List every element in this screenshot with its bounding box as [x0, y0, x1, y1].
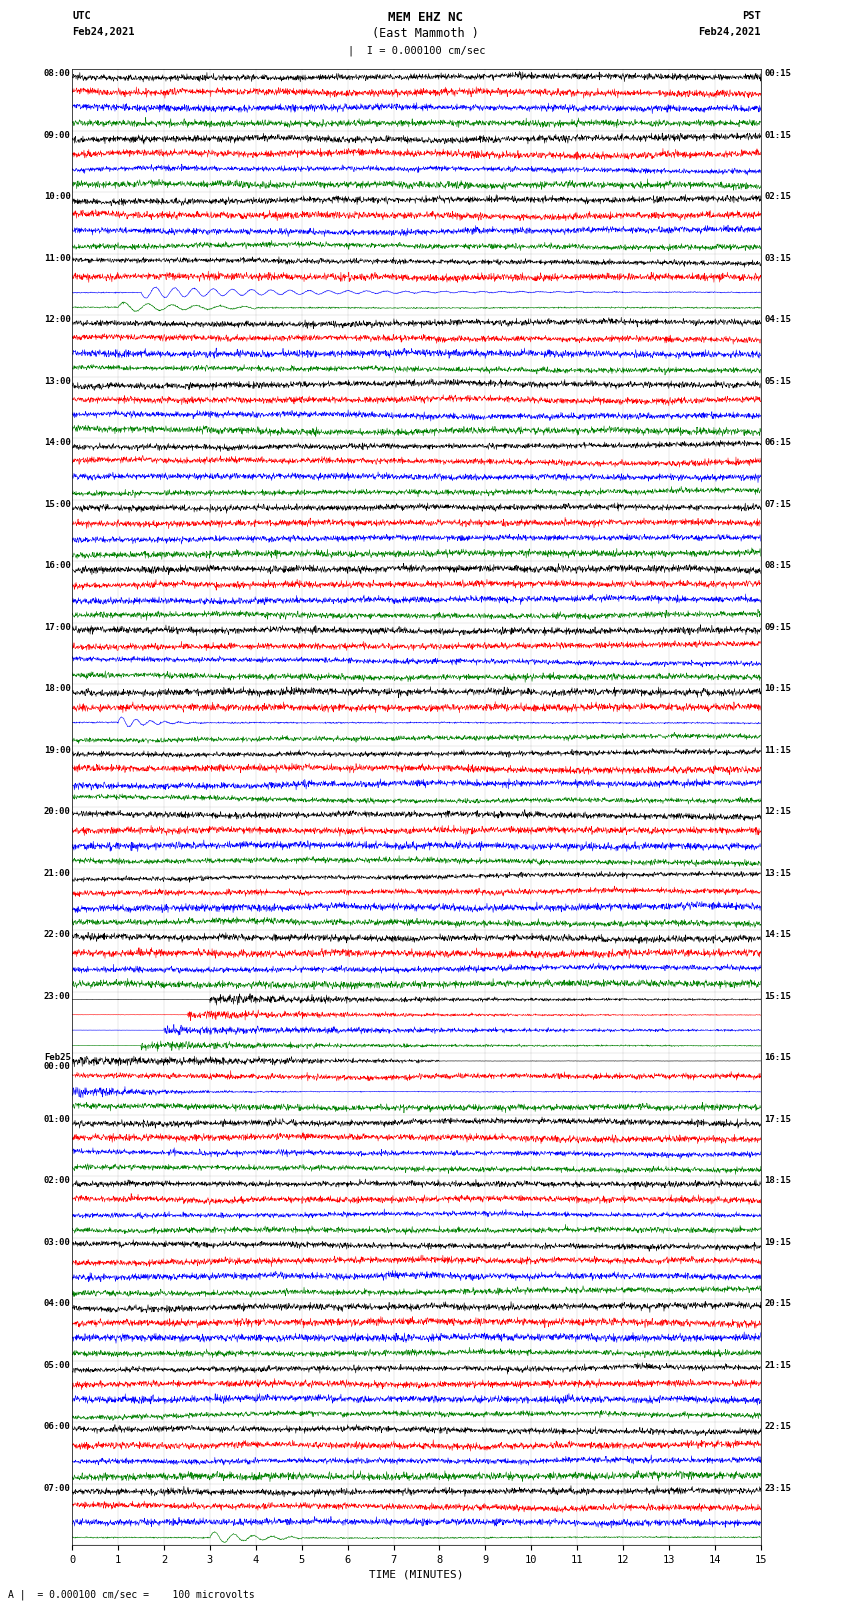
Text: 15:15: 15:15 [764, 992, 791, 1000]
Text: 08:00: 08:00 [44, 69, 71, 79]
Text: 09:00: 09:00 [44, 131, 71, 140]
Text: MEM EHZ NC: MEM EHZ NC [388, 11, 462, 24]
Text: 06:00: 06:00 [44, 1423, 71, 1431]
Text: 07:00: 07:00 [44, 1484, 71, 1492]
Text: 13:00: 13:00 [44, 377, 71, 386]
Text: 11:15: 11:15 [764, 745, 791, 755]
Text: |  I = 0.000100 cm/sec: | I = 0.000100 cm/sec [348, 45, 485, 56]
Text: 12:00: 12:00 [44, 316, 71, 324]
Text: 12:15: 12:15 [764, 808, 791, 816]
Text: 11:00: 11:00 [44, 253, 71, 263]
Text: 22:15: 22:15 [764, 1423, 791, 1431]
Text: 13:15: 13:15 [764, 869, 791, 877]
Text: 23:00: 23:00 [44, 992, 71, 1000]
Text: 18:15: 18:15 [764, 1176, 791, 1186]
Text: 06:15: 06:15 [764, 439, 791, 447]
Text: UTC: UTC [72, 11, 91, 21]
Text: 21:00: 21:00 [44, 869, 71, 877]
Text: 09:15: 09:15 [764, 623, 791, 632]
Text: 17:00: 17:00 [44, 623, 71, 632]
Text: 17:15: 17:15 [764, 1115, 791, 1124]
Text: 08:15: 08:15 [764, 561, 791, 571]
Text: 02:15: 02:15 [764, 192, 791, 202]
Text: 03:00: 03:00 [44, 1237, 71, 1247]
Text: 22:00: 22:00 [44, 931, 71, 939]
Text: PST: PST [742, 11, 761, 21]
Text: 21:15: 21:15 [764, 1361, 791, 1369]
Text: Feb25
00:00: Feb25 00:00 [44, 1053, 71, 1071]
Text: 19:15: 19:15 [764, 1237, 791, 1247]
Text: 03:15: 03:15 [764, 253, 791, 263]
Text: Feb24,2021: Feb24,2021 [72, 27, 135, 37]
Text: 15:00: 15:00 [44, 500, 71, 508]
Text: 10:00: 10:00 [44, 192, 71, 202]
Text: 05:00: 05:00 [44, 1361, 71, 1369]
Text: 20:15: 20:15 [764, 1300, 791, 1308]
Text: 16:00: 16:00 [44, 561, 71, 571]
Text: 18:00: 18:00 [44, 684, 71, 694]
Text: 00:15: 00:15 [764, 69, 791, 79]
Text: 04:15: 04:15 [764, 316, 791, 324]
Text: 20:00: 20:00 [44, 808, 71, 816]
Text: 16:15: 16:15 [764, 1053, 791, 1063]
Text: Feb24,2021: Feb24,2021 [698, 27, 761, 37]
Text: 05:15: 05:15 [764, 377, 791, 386]
Text: 02:00: 02:00 [44, 1176, 71, 1186]
Text: A |  = 0.000100 cm/sec =    100 microvolts: A | = 0.000100 cm/sec = 100 microvolts [8, 1589, 255, 1600]
Text: 04:00: 04:00 [44, 1300, 71, 1308]
Text: 19:00: 19:00 [44, 745, 71, 755]
Text: 01:00: 01:00 [44, 1115, 71, 1124]
Text: 14:00: 14:00 [44, 439, 71, 447]
Text: 14:15: 14:15 [764, 931, 791, 939]
Text: 07:15: 07:15 [764, 500, 791, 508]
Text: 23:15: 23:15 [764, 1484, 791, 1492]
Text: 10:15: 10:15 [764, 684, 791, 694]
Text: (East Mammoth ): (East Mammoth ) [371, 27, 479, 40]
X-axis label: TIME (MINUTES): TIME (MINUTES) [369, 1569, 464, 1579]
Text: 01:15: 01:15 [764, 131, 791, 140]
